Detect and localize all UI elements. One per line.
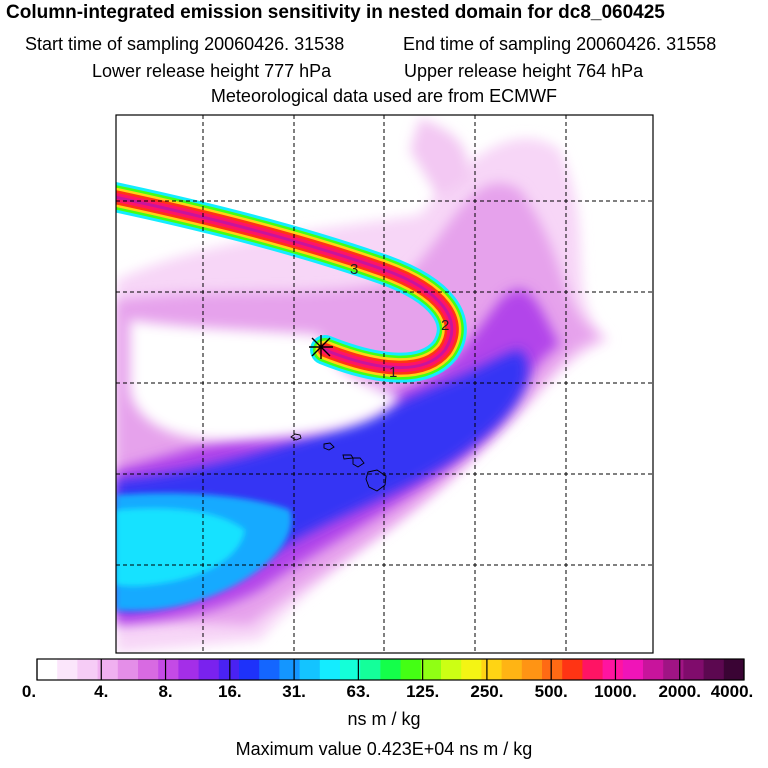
colorbar-segment <box>400 659 422 680</box>
colorbar-segment <box>420 659 442 680</box>
colorbar-segment <box>380 659 401 680</box>
colorbar-segment <box>441 659 462 680</box>
maximum-value-label: Maximum value 0.423E+04 ns m / kg <box>235 739 533 759</box>
colorbar-segment <box>542 659 563 680</box>
plume-white-core <box>130 320 400 440</box>
colorbar-segment <box>643 659 664 680</box>
colorbar-tick-label: 0. <box>21 682 37 701</box>
map-title: Column-integrated emission sensitivity i… <box>6 2 665 23</box>
colorbar-tick-label: 1000. <box>594 682 637 701</box>
colorbar-tick-label: 16. <box>217 682 242 701</box>
colorbar-tick-label: 31. <box>282 682 306 701</box>
upper-release-label: Upper release height 764 hPa <box>404 61 644 81</box>
colorbar-segment <box>602 659 624 680</box>
plume-north-faint <box>410 118 470 200</box>
island-hawaii <box>365 469 387 492</box>
colorbar-segment <box>97 659 119 680</box>
colorbar-segment <box>239 659 260 680</box>
colorbar-tick-label: 8. <box>158 682 173 701</box>
colorbar-units: ns m / kg <box>347 709 421 729</box>
colorbar-segment <box>178 659 199 680</box>
colorbar-tick-label: 500. <box>534 682 568 701</box>
island-maui <box>352 457 365 468</box>
colorbar-segment <box>461 659 482 680</box>
map-frame <box>115 114 654 654</box>
plume-cyan <box>116 508 245 587</box>
colorbar-segment <box>683 659 704 680</box>
sensitivity-track <box>116 182 467 383</box>
colorbar-segment <box>138 659 159 680</box>
colorbar-segment <box>77 659 98 680</box>
colorbar-segment <box>340 659 361 680</box>
colorbar-tick-label: 2000. <box>658 682 701 701</box>
island-kauai <box>290 433 302 441</box>
colorbar-segment <box>57 659 78 680</box>
colorbar-segment <box>117 659 139 680</box>
colorbar-segment <box>481 659 502 680</box>
asterisk-marker <box>309 335 333 359</box>
colorbar-segment <box>279 659 300 680</box>
colorbar-segment <box>198 659 220 680</box>
colorbar-segment <box>360 659 381 680</box>
end-time-label: End time of sampling 20060426. 31558 <box>403 34 717 54</box>
colorbar-segment <box>663 659 684 680</box>
track-label-2: 2 <box>441 317 449 334</box>
track-label-1: 1 <box>389 364 397 381</box>
met-data-label: Meteorological data used are from ECMWF <box>210 86 558 106</box>
map-grid <box>116 115 653 653</box>
sensitivity-field <box>116 118 610 653</box>
colorbar-tick-label: 125. <box>406 682 440 701</box>
colorbar-frame <box>36 658 745 681</box>
colorbar-segment <box>582 659 603 680</box>
colorbar-segment <box>218 659 240 680</box>
colorbar <box>36 659 745 680</box>
island-oahu <box>323 442 335 451</box>
start-time-label: Start time of sampling 20060426. 31538 <box>25 34 345 54</box>
colorbar-segment <box>299 659 321 680</box>
colorbar-segment <box>158 659 179 680</box>
colorbar-segment <box>622 659 644 680</box>
colorbar-segment <box>562 659 583 680</box>
colorbar-segment <box>501 659 523 680</box>
colorbar-segment <box>259 659 280 680</box>
colorbar-tick-label: 250. <box>470 682 504 701</box>
colorbar-segment <box>703 659 725 680</box>
island-outlines <box>290 433 387 492</box>
track-label-3: 3 <box>350 261 358 278</box>
colorbar-tick-label: 4000. <box>710 682 754 701</box>
colorbar-tick-label: 63. <box>346 682 371 701</box>
colorbar-segment <box>319 659 341 680</box>
colorbar-segment <box>723 659 745 680</box>
lower-release-label: Lower release height 777 hPa <box>92 61 332 81</box>
colorbar-tick-label: 4. <box>94 682 109 701</box>
colorbar-segment <box>521 659 543 680</box>
colorbar-segment <box>37 659 58 680</box>
